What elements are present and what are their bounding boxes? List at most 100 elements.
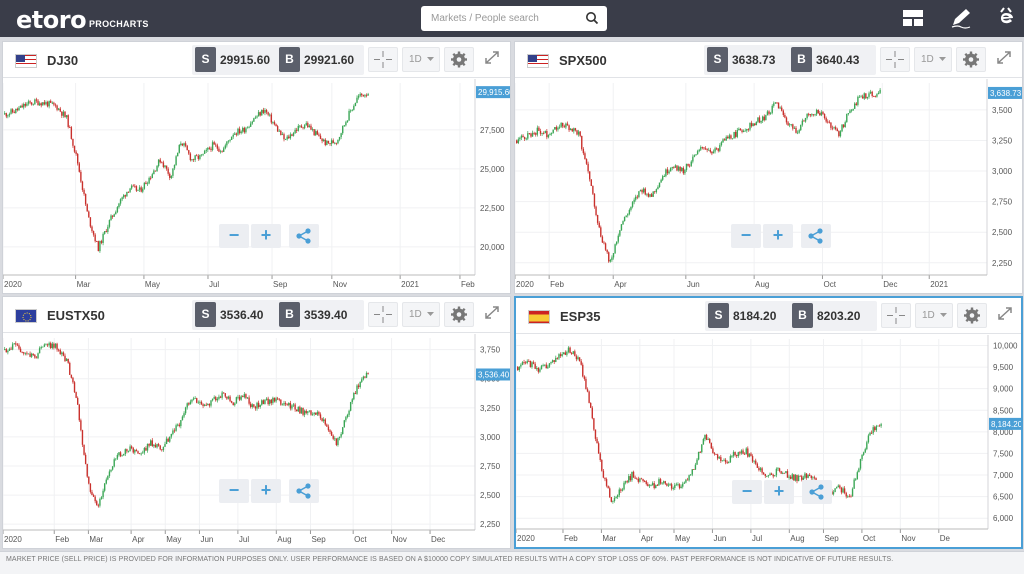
candle [319,414,322,419]
settings-button[interactable] [957,303,987,328]
candle [739,128,742,131]
candle [337,438,339,445]
crosshair-button[interactable] [881,303,911,328]
candle [564,352,567,355]
candle [246,397,249,399]
settings-button[interactable] [956,47,986,72]
candle [755,460,757,464]
etoro-e-icon[interactable] [993,6,1019,30]
candle [69,126,71,128]
candlestick-chart[interactable]: 27,500 25,000 22,500 20,000 2020 Mar May Jul Sep… [3,79,510,295]
zoom-in-button[interactable]: + [764,480,794,504]
zoom-out-button[interactable]: − [219,224,249,248]
candlestick-chart[interactable]: 3,500 3,250 3,000 2,750 2,500 2,250 2020 Feb Apr… [515,79,1022,295]
candle [303,125,306,129]
candle [628,476,630,483]
candle [261,400,263,405]
candle [808,113,810,115]
zoom-in-button[interactable]: + [251,479,281,503]
sell-button[interactable]: S [707,47,728,72]
candle [346,120,349,123]
expand-button[interactable] [478,47,508,72]
zoom-out-button[interactable]: − [732,480,762,504]
timeframe-select[interactable] [915,303,953,328]
crosshair-button[interactable] [880,47,910,72]
x-tick-label: Sep [824,534,839,543]
search-input[interactable] [421,6,581,31]
candlestick-chart[interactable]: 10,000 9,500 9,000 8,500 8,000 7,500 7,000 6,50… [516,335,1021,549]
buy-button[interactable]: B [279,47,300,72]
candle [698,149,700,152]
chart-panel-eustx50[interactable]: EUSTX50 S 3536.40 B 3539.40 1D [2,296,511,549]
candle [86,204,88,212]
candle [777,102,780,109]
zoom-in-button[interactable]: + [763,224,793,248]
sell-button[interactable]: S [195,47,216,72]
procharts-label: PROCHARTS [89,19,149,29]
candle [56,343,58,350]
instrument-name[interactable]: DJ30 [47,53,79,68]
zoom-in-button[interactable]: + [251,224,281,248]
layout-icon[interactable] [900,6,926,30]
candle [658,182,661,187]
share-button[interactable] [802,480,832,504]
candle [305,123,307,126]
crosshair-button[interactable] [368,302,398,327]
pencil-icon[interactable] [948,6,974,30]
candle [720,142,723,146]
candle [836,129,838,132]
expand-button[interactable] [990,47,1020,72]
candle [860,96,862,98]
instrument-name[interactable]: ESP35 [560,309,601,324]
buy-button[interactable]: B [792,303,813,328]
etoro-logo[interactable]: etoro [16,6,87,34]
instrument-name[interactable]: EUSTX50 [47,308,105,323]
chart-panel-spx500[interactable]: SPX500 S 3638.73 B 3640.43 1D [514,41,1023,294]
candlestick-chart[interactable]: 3,7503,5003,2503,0002,7502,5002,2502020F… [3,334,510,550]
expand-button[interactable] [991,303,1021,328]
share-button[interactable] [801,224,831,248]
candle [714,148,716,152]
candle [597,443,600,454]
candle [99,241,101,252]
share-button[interactable] [289,479,319,503]
sell-button[interactable]: S [195,302,216,327]
candle [153,444,155,447]
candle [590,179,592,186]
candle [264,399,266,404]
candle [167,438,169,442]
share-button[interactable] [289,224,319,248]
sell-button[interactable]: S [708,303,729,328]
chart-panel-esp35[interactable]: ESP35 S 8184.20 B 8203.20 1D [514,296,1023,549]
settings-button[interactable] [444,47,474,72]
candle [116,454,119,459]
zoom-out-button[interactable]: − [731,224,761,248]
candle [547,134,550,138]
expand-button[interactable] [478,302,508,327]
candle [852,108,854,111]
search-box[interactable] [421,6,607,31]
timeframe-select[interactable] [402,47,440,72]
candle [570,353,573,354]
candle [593,418,595,430]
timeframe-select[interactable] [402,302,440,327]
buy-button[interactable]: B [791,47,812,72]
zoom-out-button[interactable]: − [219,479,249,503]
candle [261,109,263,116]
candle [37,353,39,359]
share-icon [808,228,823,244]
settings-button[interactable] [444,302,474,327]
crosshair-button[interactable] [368,47,398,72]
candle [188,150,190,154]
candle [332,140,334,144]
candle [694,464,697,470]
candle [635,196,637,200]
candle [667,484,670,486]
timeframe-select[interactable] [914,47,952,72]
candle [29,353,31,357]
chart-panel-dj30[interactable]: DJ30 S 29915.60 B 29921.60 1D [2,41,511,294]
buy-button[interactable]: B [279,302,300,327]
search-icon[interactable] [585,11,599,25]
candle [213,397,215,399]
instrument-name[interactable]: SPX500 [559,53,607,68]
